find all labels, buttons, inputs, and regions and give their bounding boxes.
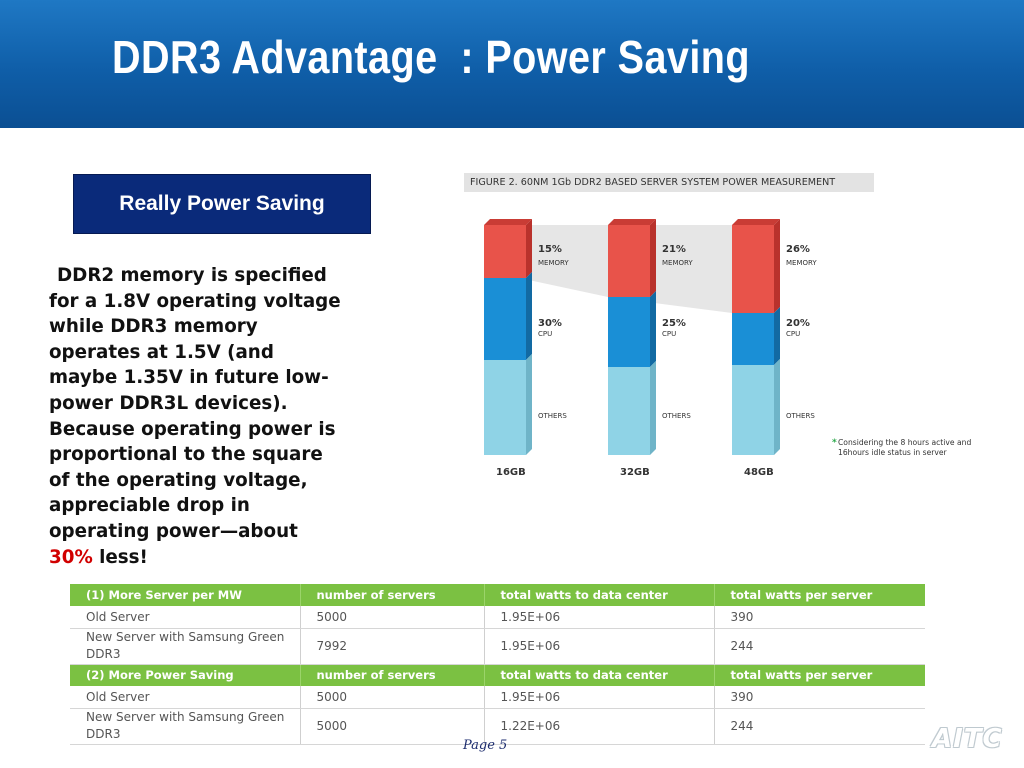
bar-side [774,219,780,313]
table-header-cell: total watts per server [713,664,925,686]
cpu-text-label: CPU [662,330,676,338]
table-header-cell: (2) More Power Saving [70,664,300,686]
table-cell: 390 [713,686,925,709]
cpu-pct-label: 20% [786,318,810,329]
memory-text-label: MEMORY [662,259,693,267]
bar-side [650,291,656,367]
bar-48gb [732,219,780,455]
table-header-row: (2) More Power Saving number of servers … [70,664,925,686]
bar-side [650,361,656,455]
table-row: New Server with Samsung Green DDR3 7992 … [70,628,925,665]
table-cell: 1.95E+06 [483,686,714,709]
table-header-cell: number of servers [299,664,484,686]
table-cell: 5000 [299,708,484,745]
page-number: Page 5 [463,738,508,753]
bar-32gb [608,219,656,455]
table-cell: 390 [713,606,925,629]
bar-side [774,359,780,455]
cpu-text-label: CPU [538,330,552,338]
paragraph-line: maybe 1.35V in future low- [49,367,329,389]
bar-side [526,219,532,278]
bar-16gb [484,219,532,455]
table-cell: Old Server [70,686,300,709]
memory-pct-label: 15% [538,244,562,255]
table-header-cell: (1) More Server per MW [70,584,300,606]
slide-title: DDR3 Advantage : Power Saving [112,31,750,83]
table-cell: 5000 [299,686,484,709]
figure-caption: FIGURE 2. 60NM 1Gb DDR2 BASED SERVER SYS… [464,173,874,192]
category-label: 16GB [496,467,526,478]
paragraph-line: proportional to the square [49,444,323,466]
category-label: 48GB [744,467,774,478]
paragraph-line: operates at 1.5V (and [49,341,274,363]
paragraph-line: Because operating power is [49,418,336,440]
others-segment [608,367,650,455]
chart-note-line: 16hours idle status in server [838,448,948,457]
memory-band [524,225,608,297]
table-cell: 244 [713,708,925,745]
others-text-label: OTHERS [538,412,567,420]
power-chart: 15% MEMORY 30% CPU OTHERS 21% MEMORY 25%… [484,219,971,478]
bar-top [484,219,532,225]
cpu-pct-label: 25% [662,318,686,329]
others-segment [732,365,774,455]
title-bar: DDR3 Advantage : Power Saving [0,0,1024,128]
table-header-cell: number of servers [299,584,484,606]
paragraph-line: DDR2 memory is specified [57,265,327,286]
body-paragraph: DDR2 memory is specified for a 1.8V oper… [49,263,394,570]
table-cell: 1.95E+06 [483,606,714,629]
cpu-segment [608,297,650,367]
bar-side [526,272,532,360]
bar-side [650,219,656,297]
cpu-segment [732,313,774,365]
paragraph-line: for a 1.8V operating voltage [49,290,341,312]
bar-top [732,219,780,225]
table-row: Old Server 5000 1.95E+06 390 [70,686,925,709]
others-text-label: OTHERS [662,412,691,420]
table-header-row: (1) More Server per MW number of servers… [70,584,925,606]
memory-text-label: MEMORY [786,259,817,267]
table-cell: 1.22E+06 [483,708,714,745]
table-cell: Old Server [70,606,300,629]
paragraph-line: of the operating voltage, [49,469,308,491]
table-cell: 5000 [299,606,484,629]
table-cell: New Server with Samsung Green DDR3 [70,628,300,665]
cpu-text-label: CPU [786,330,800,338]
cpu-segment [484,278,526,360]
table-header-cell: total watts to data center [483,664,714,686]
aitc-logo: AITC [932,724,1003,754]
table-cell: 1.95E+06 [483,628,714,665]
note-asterisk: * [832,438,837,448]
cpu-pct-label: 30% [538,318,562,329]
paragraph-line: while DDR3 memory [49,316,258,338]
paragraph-tail: less! [92,546,148,568]
bar-side [774,307,780,365]
table-row: New Server with Samsung Green DDR3 5000 … [70,708,925,745]
table-cell: 244 [713,628,925,665]
table-header-cell: total watts to data center [483,584,714,606]
table-header-cell: total watts per server [713,584,925,606]
table-cell: 7992 [299,628,484,665]
memory-segment [608,225,650,297]
bar-side [526,354,532,455]
highlight-percent: 30% [49,546,93,568]
server-comparison-table: (1) More Server per MW number of servers… [70,584,925,745]
memory-segment [732,225,774,313]
paragraph-line: operating power—about [49,520,298,542]
really-power-saving-badge: Really Power Saving [73,174,371,234]
others-text-label: OTHERS [786,412,815,420]
paragraph-line: power DDR3L devices). [49,392,288,414]
paragraph-line: appreciable drop in [49,495,250,517]
memory-pct-label: 26% [786,244,810,255]
chart-note-line: Considering the 8 hours active and [838,438,971,447]
others-segment [484,360,526,455]
table-cell: New Server with Samsung Green DDR3 [70,708,300,745]
memory-pct-label: 21% [662,244,686,255]
category-label: 32GB [620,467,650,478]
memory-segment [484,225,526,278]
memory-text-label: MEMORY [538,259,569,267]
bar-top [608,219,656,225]
table-row: Old Server 5000 1.95E+06 390 [70,606,925,629]
paragraph-last-line: 30% less! [49,545,394,571]
